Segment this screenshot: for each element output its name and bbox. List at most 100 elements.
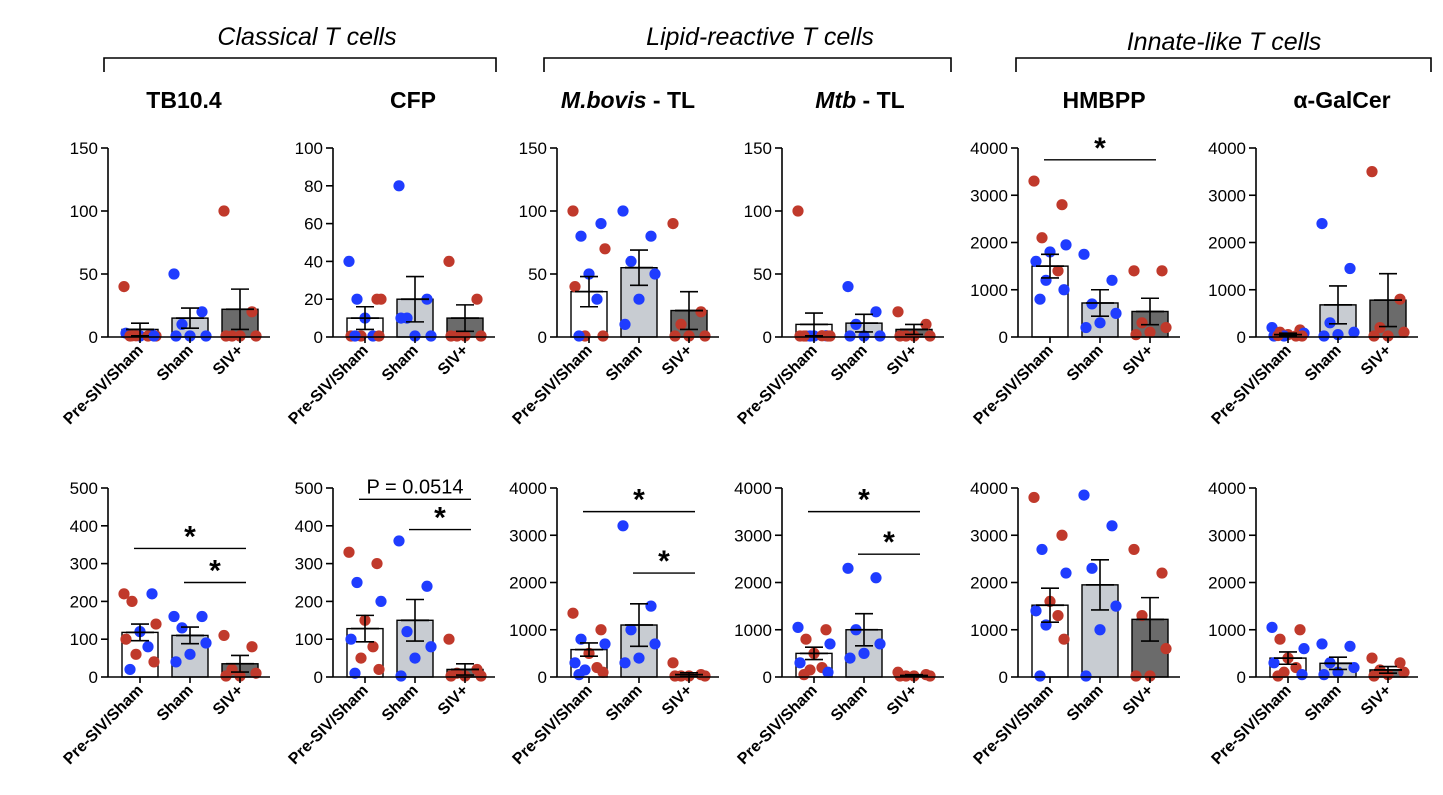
data-point-red xyxy=(567,205,579,217)
data-point-blue xyxy=(184,330,196,342)
data-point-blue xyxy=(645,600,657,612)
y-tick-label: 2000 xyxy=(1208,574,1246,593)
data-point-blue xyxy=(1106,274,1118,286)
y-tick-label: 3000 xyxy=(734,526,772,545)
data-point-blue xyxy=(1110,600,1122,612)
x-tick-label: SIV+ xyxy=(1358,682,1395,719)
y-tick-label: 2000 xyxy=(509,574,547,593)
data-point-blue xyxy=(1036,543,1048,556)
y-tick-label: 50 xyxy=(79,265,98,284)
x-tick-label: SIV+ xyxy=(1358,342,1395,379)
data-point-red xyxy=(373,663,385,676)
y-tick-label: 500 xyxy=(295,479,323,498)
chart-panel-b-4: 0 1000 2000 3000 4000 Pre-SIV/Sham Sham SIV+ * * xyxy=(734,479,944,768)
y-tick-label: 3000 xyxy=(970,526,1008,545)
x-tick-label: SIV+ xyxy=(659,682,696,719)
data-point-blue xyxy=(1060,567,1072,579)
data-point-blue xyxy=(573,669,585,681)
data-point-red xyxy=(892,306,904,318)
data-point-red xyxy=(1128,543,1140,556)
data-point-red xyxy=(1374,321,1386,334)
y-tick-label: 0 xyxy=(89,668,98,687)
data-point-blue xyxy=(409,330,421,342)
data-point-blue xyxy=(625,255,637,267)
chart-panel-b-2: 0 100 200 300 400 500 Pre-SIV/Sham Sham SIV+ P = … xyxy=(286,476,495,768)
data-point-red xyxy=(800,633,812,645)
data-point-red xyxy=(124,330,136,342)
data-point-blue xyxy=(1318,330,1330,342)
data-point-red xyxy=(475,670,487,682)
x-tick-label: SIV+ xyxy=(1120,342,1157,379)
data-point-blue xyxy=(1344,640,1356,652)
chart-panel-a-2: 0 20 40 60 80 100 Pre-SIV/Sham Sham SIV+ xyxy=(286,139,495,428)
data-point-blue xyxy=(633,652,645,664)
data-point-red xyxy=(920,318,932,330)
y-tick-label: 100 xyxy=(295,630,323,649)
data-point-blue xyxy=(1030,255,1042,267)
data-point-blue xyxy=(1094,317,1106,329)
data-point-red xyxy=(1136,317,1148,329)
data-point-blue xyxy=(1348,661,1360,674)
data-point-red xyxy=(1274,633,1286,645)
data-point-red xyxy=(1156,567,1168,579)
x-tick-label: Sham xyxy=(828,682,871,725)
data-point-blue xyxy=(1080,321,1092,334)
bracket-innate xyxy=(1015,57,1432,72)
data-point-red xyxy=(1156,265,1168,277)
y-tick-label: 0 xyxy=(314,328,323,347)
data-point-blue xyxy=(1080,670,1092,682)
data-point-blue xyxy=(858,330,870,342)
data-point-blue xyxy=(375,595,387,608)
data-point-red xyxy=(569,281,581,293)
y-tick-label: 1000 xyxy=(970,281,1008,300)
x-tick-label: Pre-SIV/Sham xyxy=(286,342,372,428)
data-point-blue xyxy=(409,652,421,664)
data-point-red xyxy=(667,218,679,230)
y-tick-label: 4000 xyxy=(509,479,547,498)
chart-panel-a-6: 0 1000 2000 3000 4000 Pre-SIV/Sham Sham SIV+ xyxy=(1208,139,1418,428)
chart-panel-b-5: 0 1000 2000 3000 4000 Pre-SIV/Sham Sham SIV+ xyxy=(970,479,1180,768)
data-point-red xyxy=(792,205,804,217)
y-tick-label: 200 xyxy=(70,592,98,611)
data-point-blue xyxy=(196,610,208,623)
x-tick-label: Sham xyxy=(603,682,646,725)
data-point-red xyxy=(1028,491,1040,504)
data-point-red xyxy=(445,330,457,342)
data-point-blue xyxy=(619,657,631,669)
y-tick-label: 0 xyxy=(314,668,323,687)
x-tick-label: Sham xyxy=(154,682,197,725)
chart-panel-a-4: 0 50 100 150 Pre-SIV/Sham Sham SIV+ xyxy=(735,139,944,428)
data-point-blue xyxy=(1268,657,1280,669)
data-point-red xyxy=(1398,666,1410,678)
data-point-blue xyxy=(345,633,357,645)
data-point-blue xyxy=(870,572,882,584)
data-point-red xyxy=(695,306,707,318)
data-point-red xyxy=(1394,657,1406,669)
data-point-red xyxy=(667,657,679,669)
data-point-red xyxy=(471,293,483,305)
data-point-blue xyxy=(573,330,585,342)
y-tick-label: 150 xyxy=(70,139,98,158)
data-point-blue xyxy=(874,330,886,342)
chart-panel-b-1: 0 100 200 300 400 500 Pre-SIV/Sham Sham SIV+ * * xyxy=(61,479,270,768)
x-tick-label: SIV+ xyxy=(884,682,921,719)
x-tick-label: Sham xyxy=(1064,342,1107,385)
chart-panel-b-3: 0 1000 2000 3000 4000 Pre-SIV/Sham Sham SIV+ * * xyxy=(509,479,719,768)
data-point-blue xyxy=(1324,317,1336,329)
y-tick-label: 0 xyxy=(1237,328,1246,347)
y-tick-label: 150 xyxy=(519,139,547,158)
data-point-red xyxy=(820,624,832,636)
data-point-blue xyxy=(351,293,363,305)
data-point-red xyxy=(1028,175,1040,187)
data-point-blue xyxy=(1316,638,1328,650)
data-point-blue xyxy=(842,562,854,574)
x-tick-label: Sham xyxy=(1302,342,1345,385)
panel-title-mbovis-tl: M.bovis - TL xyxy=(561,87,695,113)
data-point-red xyxy=(1366,652,1378,664)
data-point-red xyxy=(150,618,162,630)
data-point-blue xyxy=(1086,298,1098,310)
data-point-blue xyxy=(1106,520,1118,532)
x-tick-label: Pre-SIV/Sham xyxy=(735,682,821,768)
y-tick-label: 3000 xyxy=(509,526,547,545)
